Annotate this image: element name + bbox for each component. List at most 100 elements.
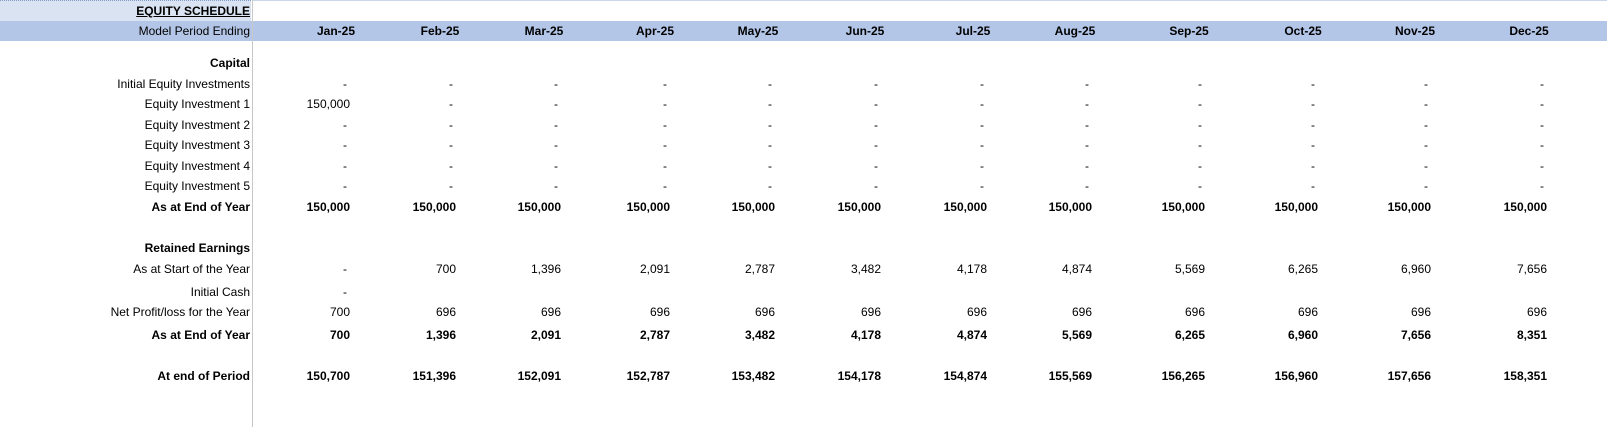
value-cell: - [449,179,453,193]
value-cell: - [449,97,453,111]
value-cell: 2,787 [639,328,670,342]
value-cell: 150,000 [837,200,881,214]
value-cell: 2,091 [530,328,561,342]
period-header: Aug-25 [1054,24,1096,38]
value-cell: 150,000 [412,200,456,214]
value-cell: - [343,138,347,152]
value-cell: - [1540,118,1544,132]
schedule-title: EQUITY SCHEDULE [136,4,250,18]
value-cell: - [1085,138,1089,152]
period-header-band [0,21,1607,41]
value-cell: - [663,97,667,111]
value-cell: - [980,159,984,173]
value-cell: - [768,179,772,193]
value-cell: 154,178 [837,369,881,383]
row-label: Equity Investment 2 [144,118,250,132]
value-cell: 696 [1297,305,1318,319]
row-label: As at Start of the Year [133,262,250,276]
value-cell: 696 [540,305,561,319]
value-cell: 696 [966,305,987,319]
value-cell: 158,351 [1503,369,1547,383]
value-cell: 151,396 [412,369,456,383]
value-cell: 150,000 [517,200,561,214]
value-cell: 696 [754,305,775,319]
value-cell: 696 [435,305,456,319]
row-label: Initial Cash [190,285,250,299]
value-cell: - [1540,138,1544,152]
value-cell: 150,000 [943,200,987,214]
value-cell: - [768,138,772,152]
period-header: May-25 [737,24,779,38]
value-cell: 696 [1526,305,1547,319]
value-cell: 150,000 [626,200,670,214]
value-cell: - [554,97,558,111]
value-cell: - [663,138,667,152]
value-cell: - [1198,179,1202,193]
value-cell: 150,000 [1503,200,1547,214]
value-cell: - [1540,159,1544,173]
value-cell: - [343,285,347,299]
value-cell: - [1085,97,1089,111]
value-cell: 152,091 [517,369,561,383]
value-cell: - [768,77,772,91]
value-cell: 3,482 [850,262,881,276]
value-cell: - [343,179,347,193]
value-cell: - [980,138,984,152]
value-cell: - [874,97,878,111]
value-cell: 696 [1071,305,1092,319]
value-cell: - [1311,159,1315,173]
value-cell: - [1540,77,1544,91]
value-cell: - [343,262,347,276]
value-cell: - [1540,97,1544,111]
value-cell: - [980,179,984,193]
value-cell: 150,000 [1387,200,1431,214]
value-cell: - [768,118,772,132]
value-cell: - [1311,77,1315,91]
value-cell: 2,091 [639,262,670,276]
value-cell: - [1424,179,1428,193]
value-cell: - [1424,97,1428,111]
value-cell: - [449,77,453,91]
value-cell: 150,000 [1161,200,1205,214]
value-cell: 696 [860,305,881,319]
value-cell: 150,000 [1274,200,1318,214]
row-label: Equity Investment 5 [144,179,250,193]
value-cell: 7,656 [1516,262,1547,276]
value-cell: 4,874 [956,328,987,342]
value-cell: 8,351 [1516,328,1547,342]
value-cell: - [1311,97,1315,111]
row-label: As at End of Year [151,200,250,214]
value-cell: - [449,138,453,152]
row-label: As at End of Year [151,328,250,342]
value-cell: - [1311,179,1315,193]
value-cell: 700 [329,305,350,319]
value-cell: - [1311,118,1315,132]
value-cell: 1,396 [425,328,456,342]
value-cell: 156,265 [1161,369,1205,383]
value-cell: - [874,159,878,173]
value-cell: - [554,179,558,193]
value-cell: - [1085,77,1089,91]
value-cell: - [1540,179,1544,193]
value-cell: - [554,77,558,91]
value-cell: 7,656 [1400,328,1431,342]
value-cell: - [449,118,453,132]
row-label: Initial Equity Investments [117,77,250,91]
period-header: Dec-25 [1509,24,1549,38]
row-label: Equity Investment 4 [144,159,250,173]
value-cell: - [1424,159,1428,173]
value-cell: 1,396 [530,262,561,276]
row-label: Equity Investment 1 [144,97,250,111]
value-cell: - [1085,179,1089,193]
period-header: Mar-25 [524,24,564,38]
value-cell: - [874,179,878,193]
value-cell: 6,960 [1287,328,1318,342]
top-border [252,0,1607,1]
value-cell: - [663,179,667,193]
value-cell: 6,960 [1400,262,1431,276]
row-label: Net Profit/loss for the Year [110,305,250,319]
period-header: Oct-25 [1284,24,1322,38]
period-header: Jun-25 [845,24,885,38]
value-cell: - [768,159,772,173]
value-cell: - [980,118,984,132]
